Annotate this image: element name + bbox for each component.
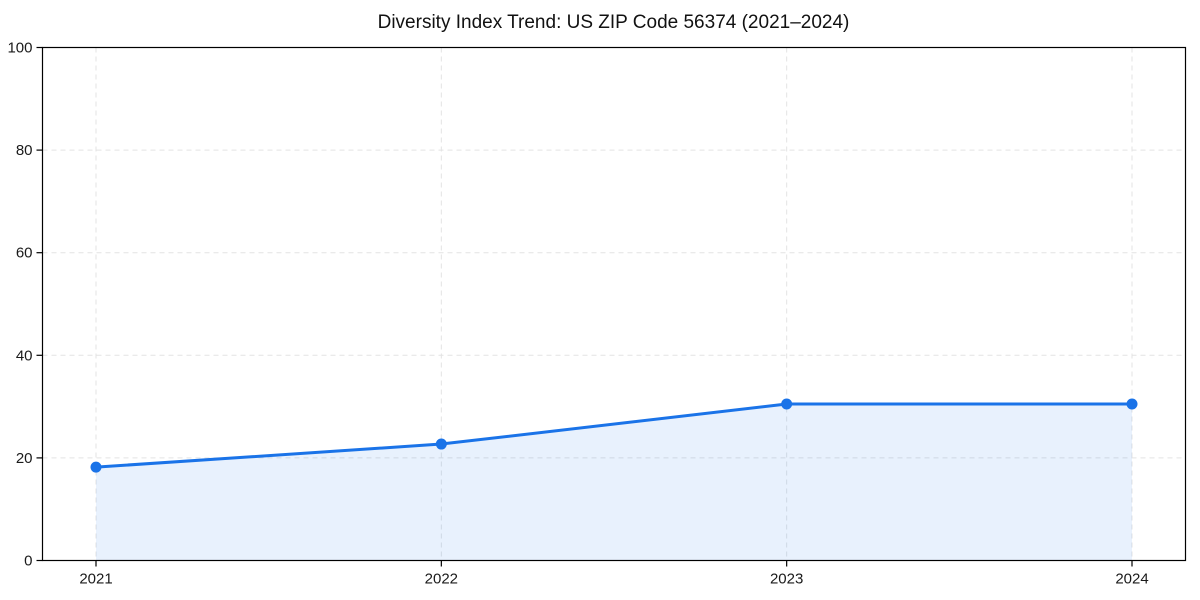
plot-border: [41, 46, 1187, 562]
y-axis-tick-label: 40: [16, 347, 33, 364]
trend-line: [94, 402, 1134, 469]
chart-title: Diversity Index Trend: US ZIP Code 56374…: [377, 12, 850, 33]
data-point-marker: [781, 398, 793, 410]
y-axis-tick-label: 60: [16, 245, 33, 262]
x-axis-tick-label: 2024: [1115, 571, 1148, 588]
axes: 0 20 40 60 80 100 2021 2022 2023 2024: [7, 40, 1148, 588]
x-axis-tick-label: 2023: [770, 571, 803, 588]
y-axis-tick-label: 80: [16, 142, 33, 159]
area-fill: [96, 404, 1132, 561]
data-point-marker: [1126, 398, 1138, 410]
data-point-markers: [90, 398, 1138, 473]
x-axis-tick-label: 2021: [79, 571, 112, 588]
data-point-marker: [90, 461, 102, 473]
y-axis-tick-label: 0: [24, 553, 32, 570]
data-point-marker: [435, 438, 447, 450]
y-axis-tick-label: 100: [7, 40, 32, 57]
y-axis-tick-label: 20: [16, 450, 33, 467]
x-axis-tick-label: 2022: [425, 571, 458, 588]
